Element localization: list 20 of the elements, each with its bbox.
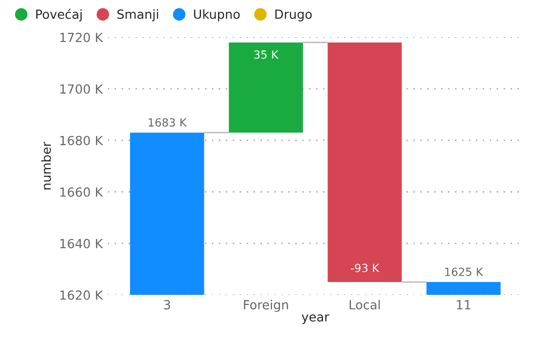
x-tick-label: 3 — [164, 300, 170, 310]
x-tick-label: Local — [350, 300, 380, 310]
y-tick-label: 1620 K — [60, 290, 104, 300]
x-tick-label: 11 — [456, 300, 470, 310]
y-tick-label: 1700 K — [60, 84, 104, 94]
data-label: 1683 K — [148, 118, 187, 127]
data-label: -93 K — [350, 264, 380, 272]
y-tick-label: 1660 K — [60, 187, 104, 197]
y-tick-label: 1720 K — [60, 32, 104, 42]
data-label: 35 K — [254, 50, 279, 59]
x-tick-label: Foreign — [244, 300, 288, 312]
legend-label: Ukupno — [194, 9, 240, 22]
y-tick-label: 1680 K — [60, 136, 104, 146]
y-tick-label: 1640 K — [60, 238, 104, 248]
x-axis-title: year — [302, 314, 330, 324]
data-label: 1625 K — [445, 268, 484, 276]
legend-label: Povećaj — [36, 8, 82, 22]
y-axis-title: number — [41, 142, 51, 190]
legend-label: Drugo — [275, 10, 312, 22]
legend-label: Smanji — [117, 9, 158, 22]
